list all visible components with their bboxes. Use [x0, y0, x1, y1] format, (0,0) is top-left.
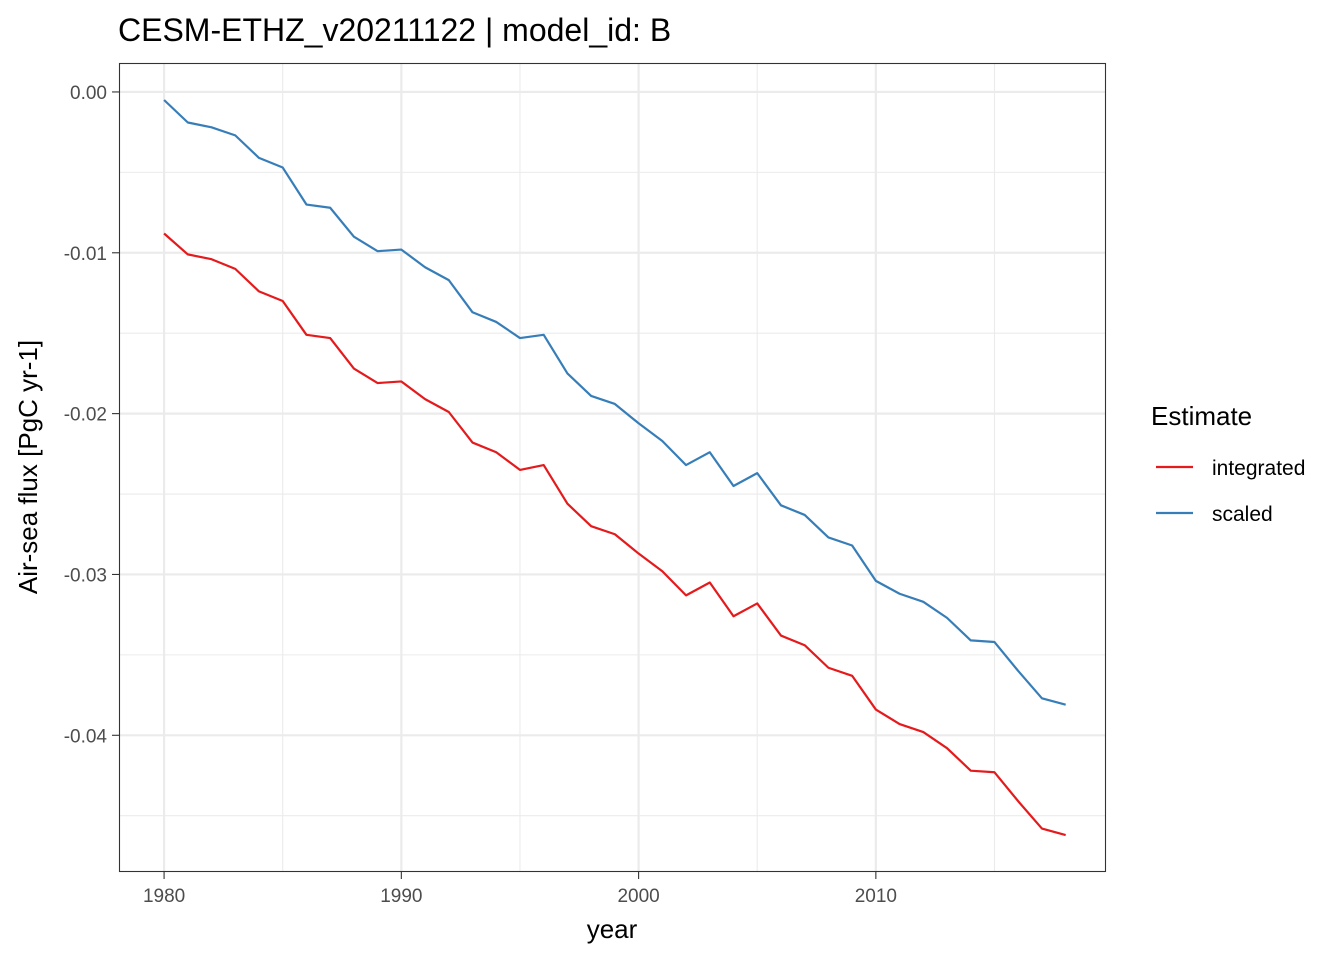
y-tick-label: -0.04 — [64, 726, 108, 747]
y-tick-label: -0.02 — [64, 405, 107, 426]
x-axis-title: year — [587, 914, 638, 944]
y-tick-label: -0.03 — [64, 565, 107, 586]
axes: 1980 1990 2000 2010 0.00 -0.01 -0.02 -0.03 -0.04 — [64, 83, 897, 907]
y-tick-label: 0.00 — [70, 83, 107, 104]
grid — [119, 63, 1106, 872]
legend: Estimate integrated scaled — [1151, 401, 1305, 526]
x-tick-label: 2000 — [617, 886, 659, 907]
chart-title: CESM-ETHZ_v20211122 | model_id: B — [118, 12, 671, 48]
series-line-integrated — [163, 232, 1066, 837]
x-tick-label: 1980 — [143, 886, 185, 907]
legend-label-integrated: integrated — [1212, 457, 1305, 480]
series-line-scaled — [163, 99, 1066, 706]
x-tick-label: 1990 — [380, 886, 422, 907]
legend-title: Estimate — [1151, 401, 1252, 431]
legend-label-scaled: scaled — [1212, 503, 1273, 526]
series-lines — [163, 99, 1066, 837]
x-tick-label: 2010 — [855, 886, 897, 907]
y-tick-label: -0.01 — [64, 244, 107, 265]
y-axis-title: Air-sea flux [PgC yr-1] — [13, 340, 43, 594]
panel-border — [118, 62, 1107, 873]
